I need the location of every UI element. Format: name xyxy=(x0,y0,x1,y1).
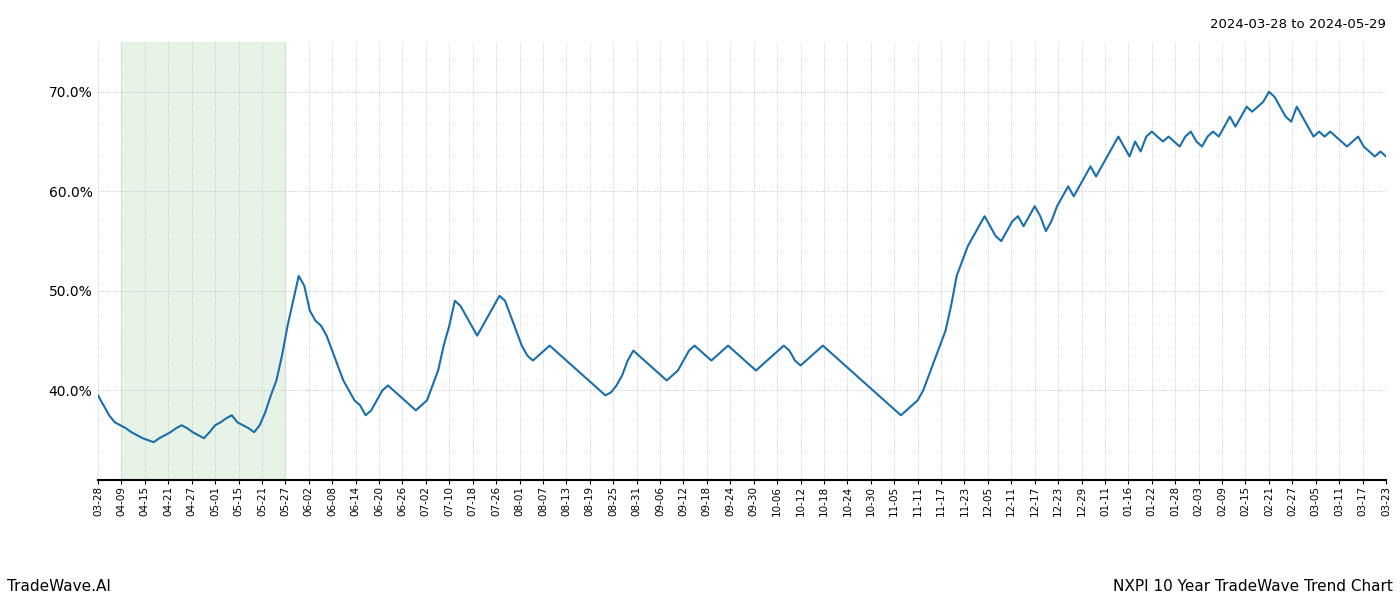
Bar xyxy=(122,42,286,480)
Text: 2024-03-28 to 2024-05-29: 2024-03-28 to 2024-05-29 xyxy=(1210,18,1386,31)
Text: TradeWave.AI: TradeWave.AI xyxy=(7,579,111,594)
Text: NXPI 10 Year TradeWave Trend Chart: NXPI 10 Year TradeWave Trend Chart xyxy=(1113,579,1393,594)
